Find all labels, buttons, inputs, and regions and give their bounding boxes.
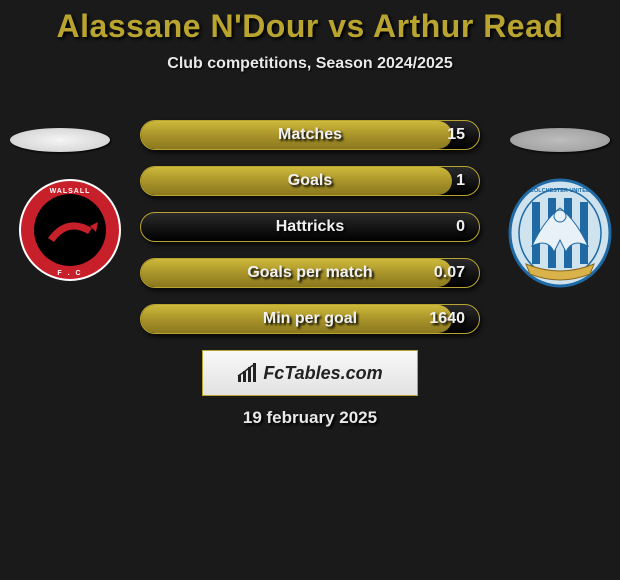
- stat-right-value: 1640: [429, 305, 465, 333]
- stat-row-goals-per-match: Goals per match 0.07: [140, 258, 480, 288]
- stat-row-min-per-goal: Min per goal 1640: [140, 304, 480, 334]
- stat-label: Goals: [141, 167, 479, 195]
- svg-text:WALSALL: WALSALL: [50, 188, 91, 195]
- date-label: 19 february 2025: [0, 408, 620, 428]
- stat-row-goals: Goals 1: [140, 166, 480, 196]
- stat-row-matches: Matches 15: [140, 120, 480, 150]
- comparison-title: Alassane N'Dour vs Arthur Read: [0, 0, 620, 45]
- branding-text: FcTables.com: [263, 363, 382, 384]
- player-left-photo-placeholder: [10, 128, 110, 152]
- stat-label: Min per goal: [141, 305, 479, 333]
- chart-icon: [237, 363, 259, 383]
- stat-right-value: 15: [447, 121, 465, 149]
- stat-label: Goals per match: [141, 259, 479, 287]
- stat-label: Hattricks: [141, 213, 479, 241]
- club-crest-right: COLCHESTER UNITED: [508, 178, 612, 293]
- club-crest-left: WALSALL F . C: [18, 178, 122, 287]
- branding-badge[interactable]: FcTables.com: [202, 350, 418, 396]
- stat-right-value: 1: [456, 167, 465, 195]
- stat-right-value: 0.07: [434, 259, 465, 287]
- stat-label: Matches: [141, 121, 479, 149]
- svg-text:COLCHESTER UNITED: COLCHESTER UNITED: [530, 188, 590, 194]
- player-right-photo-placeholder: [510, 128, 610, 152]
- stat-row-hattricks: Hattricks 0: [140, 212, 480, 242]
- svg-text:F . C: F . C: [57, 270, 82, 277]
- stat-right-value: 0: [456, 213, 465, 241]
- stats-panel: Matches 15 Goals 1 Hattricks 0 Goals per…: [140, 120, 480, 350]
- comparison-subtitle: Club competitions, Season 2024/2025: [0, 55, 620, 73]
